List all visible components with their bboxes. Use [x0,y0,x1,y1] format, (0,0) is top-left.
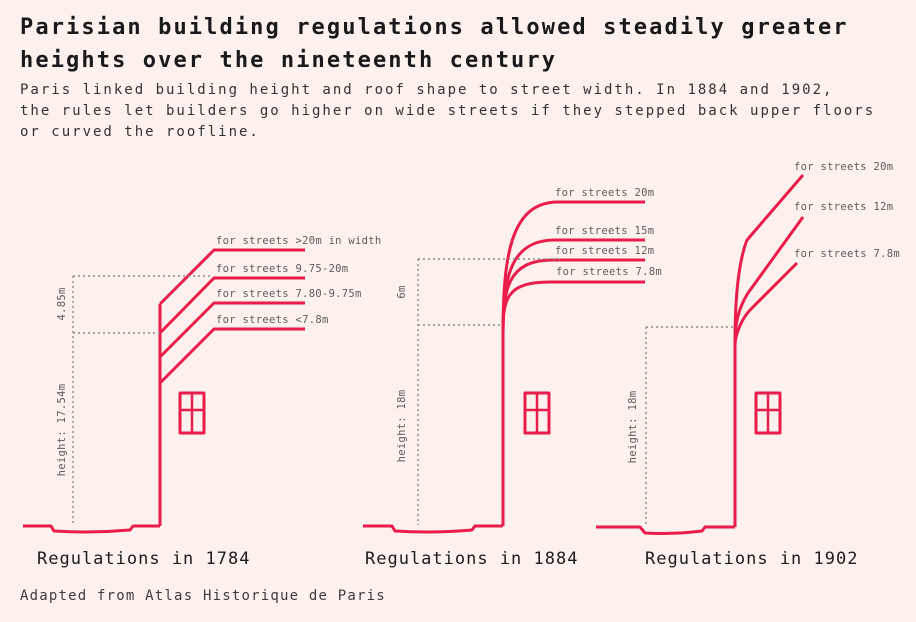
subtitle-line-2: the rules let builders go higher on wide… [20,103,876,119]
caption-1784: Regulations in 1784 [37,549,251,569]
upper-measure-label: 6m [396,285,408,298]
roofline-2 [733,216,805,343]
title-line-2: heights over the nineteenth century [20,48,558,73]
roofline-4 [501,280,645,336]
page-subtitle: Paris linked building height and roof sh… [20,80,875,143]
ground-line [596,525,735,535]
height-measure-label: height: 18m [396,390,408,463]
roofline-2 [158,276,305,335]
street-label: for streets 7.80-9.75m [216,288,362,300]
street-label: for streets >20m in width [216,235,382,247]
page-title: Parisian building regulations allowed st… [20,11,849,77]
diagram-1902: for streets 20m for streets 12m for stre… [596,161,900,535]
ground-line [363,524,503,534]
roofline-1 [158,248,305,306]
caption-1884: Regulations in 1884 [365,549,579,569]
subtitle-line-3: or curved the roofline. [20,124,260,140]
roofline-3 [158,301,305,359]
street-label: for streets 7.8m [794,248,900,260]
street-label: for streets 7.8m [556,266,662,278]
height-measure-label: height: 18m [627,391,639,464]
height-measure-label: height: 17.54m [56,384,68,477]
roofline-3 [733,261,799,347]
street-label: for streets 9.75-20m [216,263,348,275]
street-label: for streets 20m [555,187,654,199]
street-label: for streets 12m [794,201,893,213]
ground-line [23,524,160,534]
title-line-1: Parisian building regulations allowed st… [20,15,849,40]
roofline-4 [158,327,305,385]
street-label: for streets <7.8m [216,314,329,326]
subtitle-line-1: Paris linked building height and roof sh… [20,82,834,98]
street-label: for streets 15m [555,225,654,237]
window-icon [523,391,551,435]
diagram-1884: for streets 20m for streets 15m for stre… [363,187,662,534]
caption-1902: Regulations in 1902 [645,549,859,569]
upper-measure-label: 4.85m [56,287,68,320]
diagram-1784: for streets >20m in width for streets 9.… [23,235,382,534]
window-icon [178,391,206,435]
street-label: for streets 20m [794,161,893,173]
street-label: for streets 12m [555,245,654,257]
source-attribution: Adapted from Atlas Historique de Paris [20,588,386,604]
window-icon [754,391,782,435]
